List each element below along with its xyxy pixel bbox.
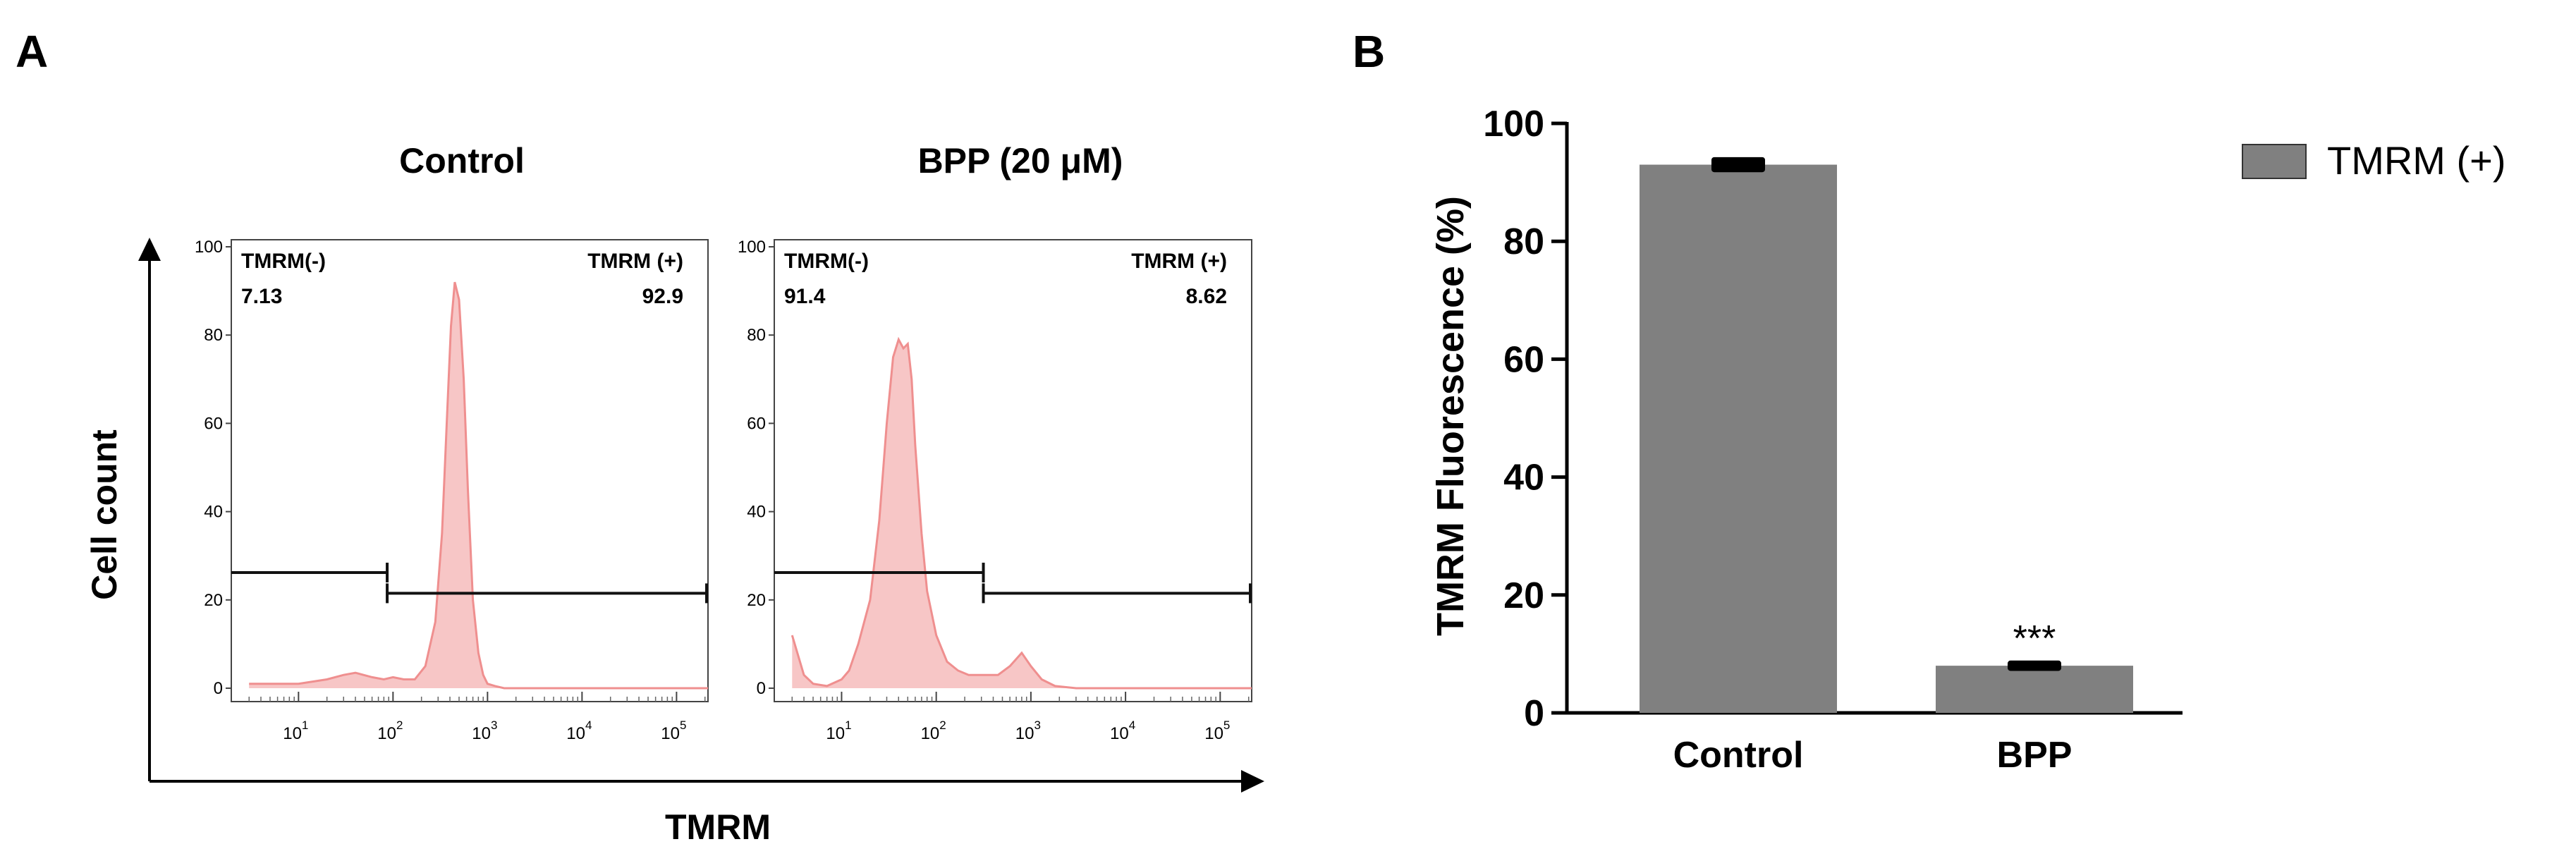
x-tick-label: 102 xyxy=(921,719,946,743)
x-tick-exponent: 4 xyxy=(585,719,592,732)
x-tick-label: 104 xyxy=(566,719,592,743)
bar-chart: 0 20 40 60 80 100 Control BPP *** xyxy=(1483,104,2183,776)
gate-pos-value: 92.9 xyxy=(642,285,683,308)
legend-swatch xyxy=(2242,144,2307,179)
x-tick-exponent: 3 xyxy=(1034,719,1041,732)
y-tick-label: 20 xyxy=(204,591,223,610)
bar-category-label: BPP xyxy=(1997,735,2073,776)
bar-y-tick-label: 60 xyxy=(1503,339,1544,380)
y-tick-label: 100 xyxy=(195,238,223,257)
x-tick-label: 103 xyxy=(472,719,497,743)
y-tick-label: 40 xyxy=(204,503,223,522)
gate-pos-label: TMRM (+) xyxy=(587,250,683,273)
bar-y-tick-label: 100 xyxy=(1483,104,1544,145)
x-tick-exponent: 4 xyxy=(1129,719,1135,732)
y-tick-label: 20 xyxy=(747,591,766,610)
x-axis-arrowhead-icon xyxy=(1241,770,1264,793)
histogram-control: Control 0 20 40 60 80 100 101 102 103 104 105 TMRM(-… xyxy=(195,141,709,743)
x-tick-exponent: 3 xyxy=(491,719,497,732)
significance-asterisks: *** xyxy=(2013,618,2056,659)
x-tick-label: 105 xyxy=(1204,719,1230,743)
histogram-line xyxy=(790,336,1252,690)
y-tick-label: 80 xyxy=(747,326,766,345)
x-tick-exponent: 2 xyxy=(939,719,946,732)
y-tick-label: 0 xyxy=(214,679,223,698)
x-tick-exponent: 1 xyxy=(845,719,851,732)
gate-neg-value: 7.13 xyxy=(241,285,282,308)
gate-neg-label: TMRM(-) xyxy=(784,250,869,273)
y-tick-label: 100 xyxy=(738,238,766,257)
panel-b-label: B xyxy=(1353,26,1385,77)
y-axis-arrowhead-icon xyxy=(138,238,161,261)
bar-y-tick-label: 20 xyxy=(1503,575,1544,616)
panel-a-label: A xyxy=(16,26,48,77)
histogram-bpp: BPP (20 μM) 0 20 40 60 80 100 101 102 103 104 105 TM… xyxy=(738,141,1252,743)
y-tick-label: 0 xyxy=(757,679,766,698)
x-axis-title: TMRM xyxy=(665,807,771,847)
histogram-area xyxy=(792,339,1252,688)
x-tick-label: 105 xyxy=(661,719,686,743)
legend-label: TMRM (+) xyxy=(2327,138,2506,183)
y-tick-label: 40 xyxy=(747,503,766,522)
error-bar xyxy=(1711,157,1765,173)
gate-neg-label: TMRM(-) xyxy=(241,250,326,273)
y-axis-title: Cell count xyxy=(85,429,124,600)
y-tick-label: 60 xyxy=(204,414,223,433)
gate-neg-value: 91.4 xyxy=(784,285,826,308)
x-tick-label: 102 xyxy=(377,719,403,743)
histogram-frame xyxy=(774,239,1252,702)
histogram-title: Control xyxy=(399,141,525,181)
panel-a: A Cell count TMRM Control020406080100101… xyxy=(16,26,1264,847)
gate-pos-label: TMRM (+) xyxy=(1131,250,1227,273)
bar-y-tick-label: 80 xyxy=(1503,221,1544,262)
bar-bpp xyxy=(1936,666,2133,713)
x-tick-exponent: 2 xyxy=(396,719,403,732)
y-tick-label: 60 xyxy=(747,414,766,433)
bar-category-label: Control xyxy=(1673,735,1804,776)
y-tick-label: 80 xyxy=(204,326,223,345)
x-tick-label: 101 xyxy=(283,719,308,743)
x-tick-label: 104 xyxy=(1110,719,1135,743)
bar-y-tick-label: 40 xyxy=(1503,458,1544,499)
histogram-line xyxy=(249,281,708,690)
histogram-title: BPP (20 μM) xyxy=(918,141,1123,181)
error-bar xyxy=(2008,660,2061,671)
bar-y-tick-label: 0 xyxy=(1524,693,1544,734)
x-tick-exponent: 5 xyxy=(680,719,686,732)
bar-y-axis-title: TMRM Fluorescence (%) xyxy=(1429,196,1472,636)
x-tick-label: 103 xyxy=(1015,719,1041,743)
panel-b: B TMRM Fluorescence (%) 0 20 40 60 80 100 Cont… xyxy=(1353,26,2506,776)
x-tick-exponent: 5 xyxy=(1223,719,1230,732)
x-tick-exponent: 1 xyxy=(302,719,308,732)
gate-pos-value: 8.62 xyxy=(1186,285,1227,308)
bar-control xyxy=(1640,164,1837,713)
x-tick-label: 101 xyxy=(826,719,851,743)
